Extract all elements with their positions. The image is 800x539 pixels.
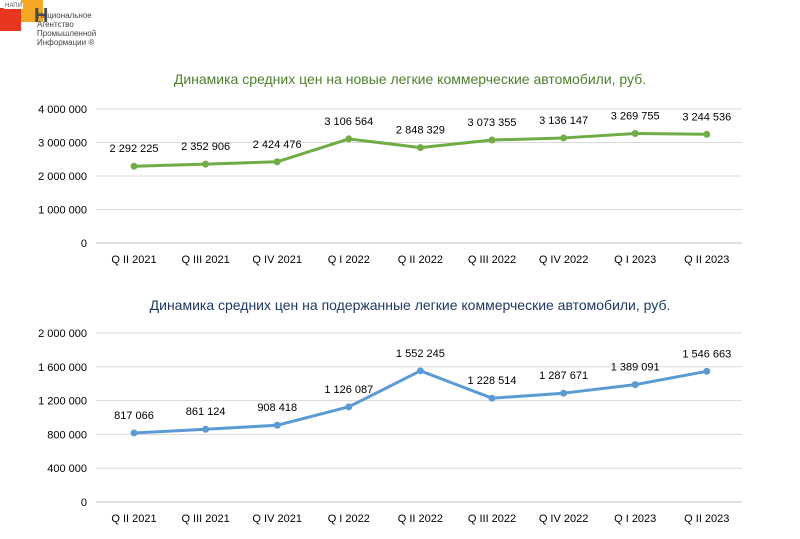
data-label: 861 124 xyxy=(186,406,226,418)
data-point xyxy=(416,367,424,375)
y-tick-label: 2 000 000 xyxy=(38,171,87,183)
data-label: 1 546 663 xyxy=(682,348,731,360)
y-tick-label: 4 000 000 xyxy=(38,104,87,116)
logo-abbr: НАПИ xyxy=(4,3,23,9)
data-label: 2 292 225 xyxy=(110,143,159,155)
data-point xyxy=(631,129,639,137)
y-tick-label: 2 000 000 xyxy=(38,328,87,340)
logo-line: Информации ® xyxy=(37,38,95,47)
data-point xyxy=(416,144,424,152)
data-point xyxy=(560,389,568,397)
data-point xyxy=(130,162,138,170)
data-label: 3 106 564 xyxy=(324,116,373,128)
data-point xyxy=(560,134,568,142)
data-point xyxy=(488,394,496,402)
logo-text: Национальное Агентство Промышленной Инфо… xyxy=(37,11,117,47)
x-tick-label: Q II 2021 xyxy=(111,254,156,266)
x-tick-label: Q III 2021 xyxy=(181,254,229,266)
data-label: 1 228 514 xyxy=(468,375,517,387)
x-tick-label: Q I 2023 xyxy=(614,254,656,266)
data-point xyxy=(703,130,711,138)
data-label: 908 418 xyxy=(257,402,297,414)
x-tick-label: Q I 2022 xyxy=(328,254,370,266)
x-tick-label: Q III 2022 xyxy=(468,254,516,266)
logo-line: Национальное xyxy=(37,11,92,20)
y-tick-label: 1 600 000 xyxy=(38,362,87,374)
x-tick-label: Q II 2022 xyxy=(398,254,443,266)
x-tick-label: Q II 2023 xyxy=(684,254,729,266)
data-point xyxy=(703,367,711,375)
series-line xyxy=(133,369,708,435)
data-label: 1 552 245 xyxy=(396,348,445,360)
x-tick-label: Q III 2021 xyxy=(181,513,229,525)
data-label: 3 136 147 xyxy=(539,115,588,127)
data-label: 3 269 755 xyxy=(611,110,660,122)
data-label: 2 424 476 xyxy=(253,139,302,151)
napi-logo: НАПИ Н Национальное Агентство Промышленн… xyxy=(0,0,110,60)
data-label: 817 066 xyxy=(114,410,154,422)
data-label: 3 073 355 xyxy=(468,117,517,129)
y-tick-label: 800 000 xyxy=(47,429,87,441)
y-tick-label: 400 000 xyxy=(47,463,87,475)
data-point xyxy=(345,135,353,143)
x-tick-label: Q III 2022 xyxy=(468,513,516,525)
x-tick-label: Q IV 2022 xyxy=(539,513,589,525)
data-point xyxy=(345,403,353,411)
x-tick-label: Q I 2023 xyxy=(614,513,656,525)
chart-title-used: Динамика средних цен на подержанные легк… xyxy=(149,297,671,313)
data-label: 1 126 087 xyxy=(324,384,373,396)
logo-orange-square xyxy=(21,0,43,22)
data-label: 2 848 329 xyxy=(396,125,445,137)
x-tick-label: Q IV 2021 xyxy=(252,513,302,525)
data-point xyxy=(488,136,496,144)
data-label: 3 244 536 xyxy=(682,111,731,123)
data-point xyxy=(202,425,210,433)
data-point xyxy=(273,158,281,166)
y-tick-label: 0 xyxy=(81,238,87,250)
logo-line: Агентство xyxy=(37,20,74,29)
y-tick-label: 0 xyxy=(81,497,87,509)
x-tick-label: Q II 2023 xyxy=(684,513,729,525)
x-tick-label: Q IV 2021 xyxy=(252,254,302,266)
data-label: 1 287 671 xyxy=(539,370,588,382)
data-point xyxy=(631,381,639,389)
data-point xyxy=(130,429,138,437)
data-label: 1 389 091 xyxy=(611,362,660,374)
x-tick-label: Q II 2022 xyxy=(398,513,443,525)
data-point xyxy=(273,421,281,429)
chart-used-prices: 0 400 000 800 000 1 200 000 1 600 000 2 000 0… xyxy=(38,328,742,525)
logo-line: Промышленной xyxy=(37,29,97,38)
logo-letter: Н xyxy=(34,5,49,27)
data-label: 2 352 906 xyxy=(181,141,230,153)
chart-new-prices: 0 1 000 000 2 000 000 3 000 000 4 000 000 Q I… xyxy=(38,104,742,266)
logo-red-square xyxy=(0,8,21,31)
x-tick-label: Q IV 2022 xyxy=(539,254,589,266)
data-point xyxy=(202,160,210,168)
y-tick-label: 3 000 000 xyxy=(38,138,87,150)
x-tick-label: Q I 2022 xyxy=(328,513,370,525)
y-tick-label: 1 200 000 xyxy=(38,396,87,408)
chart-title-new: Динамика средних цен на новые легкие ком… xyxy=(173,71,647,87)
x-tick-label: Q II 2021 xyxy=(111,513,156,525)
y-tick-label: 1 000 000 xyxy=(38,205,87,217)
